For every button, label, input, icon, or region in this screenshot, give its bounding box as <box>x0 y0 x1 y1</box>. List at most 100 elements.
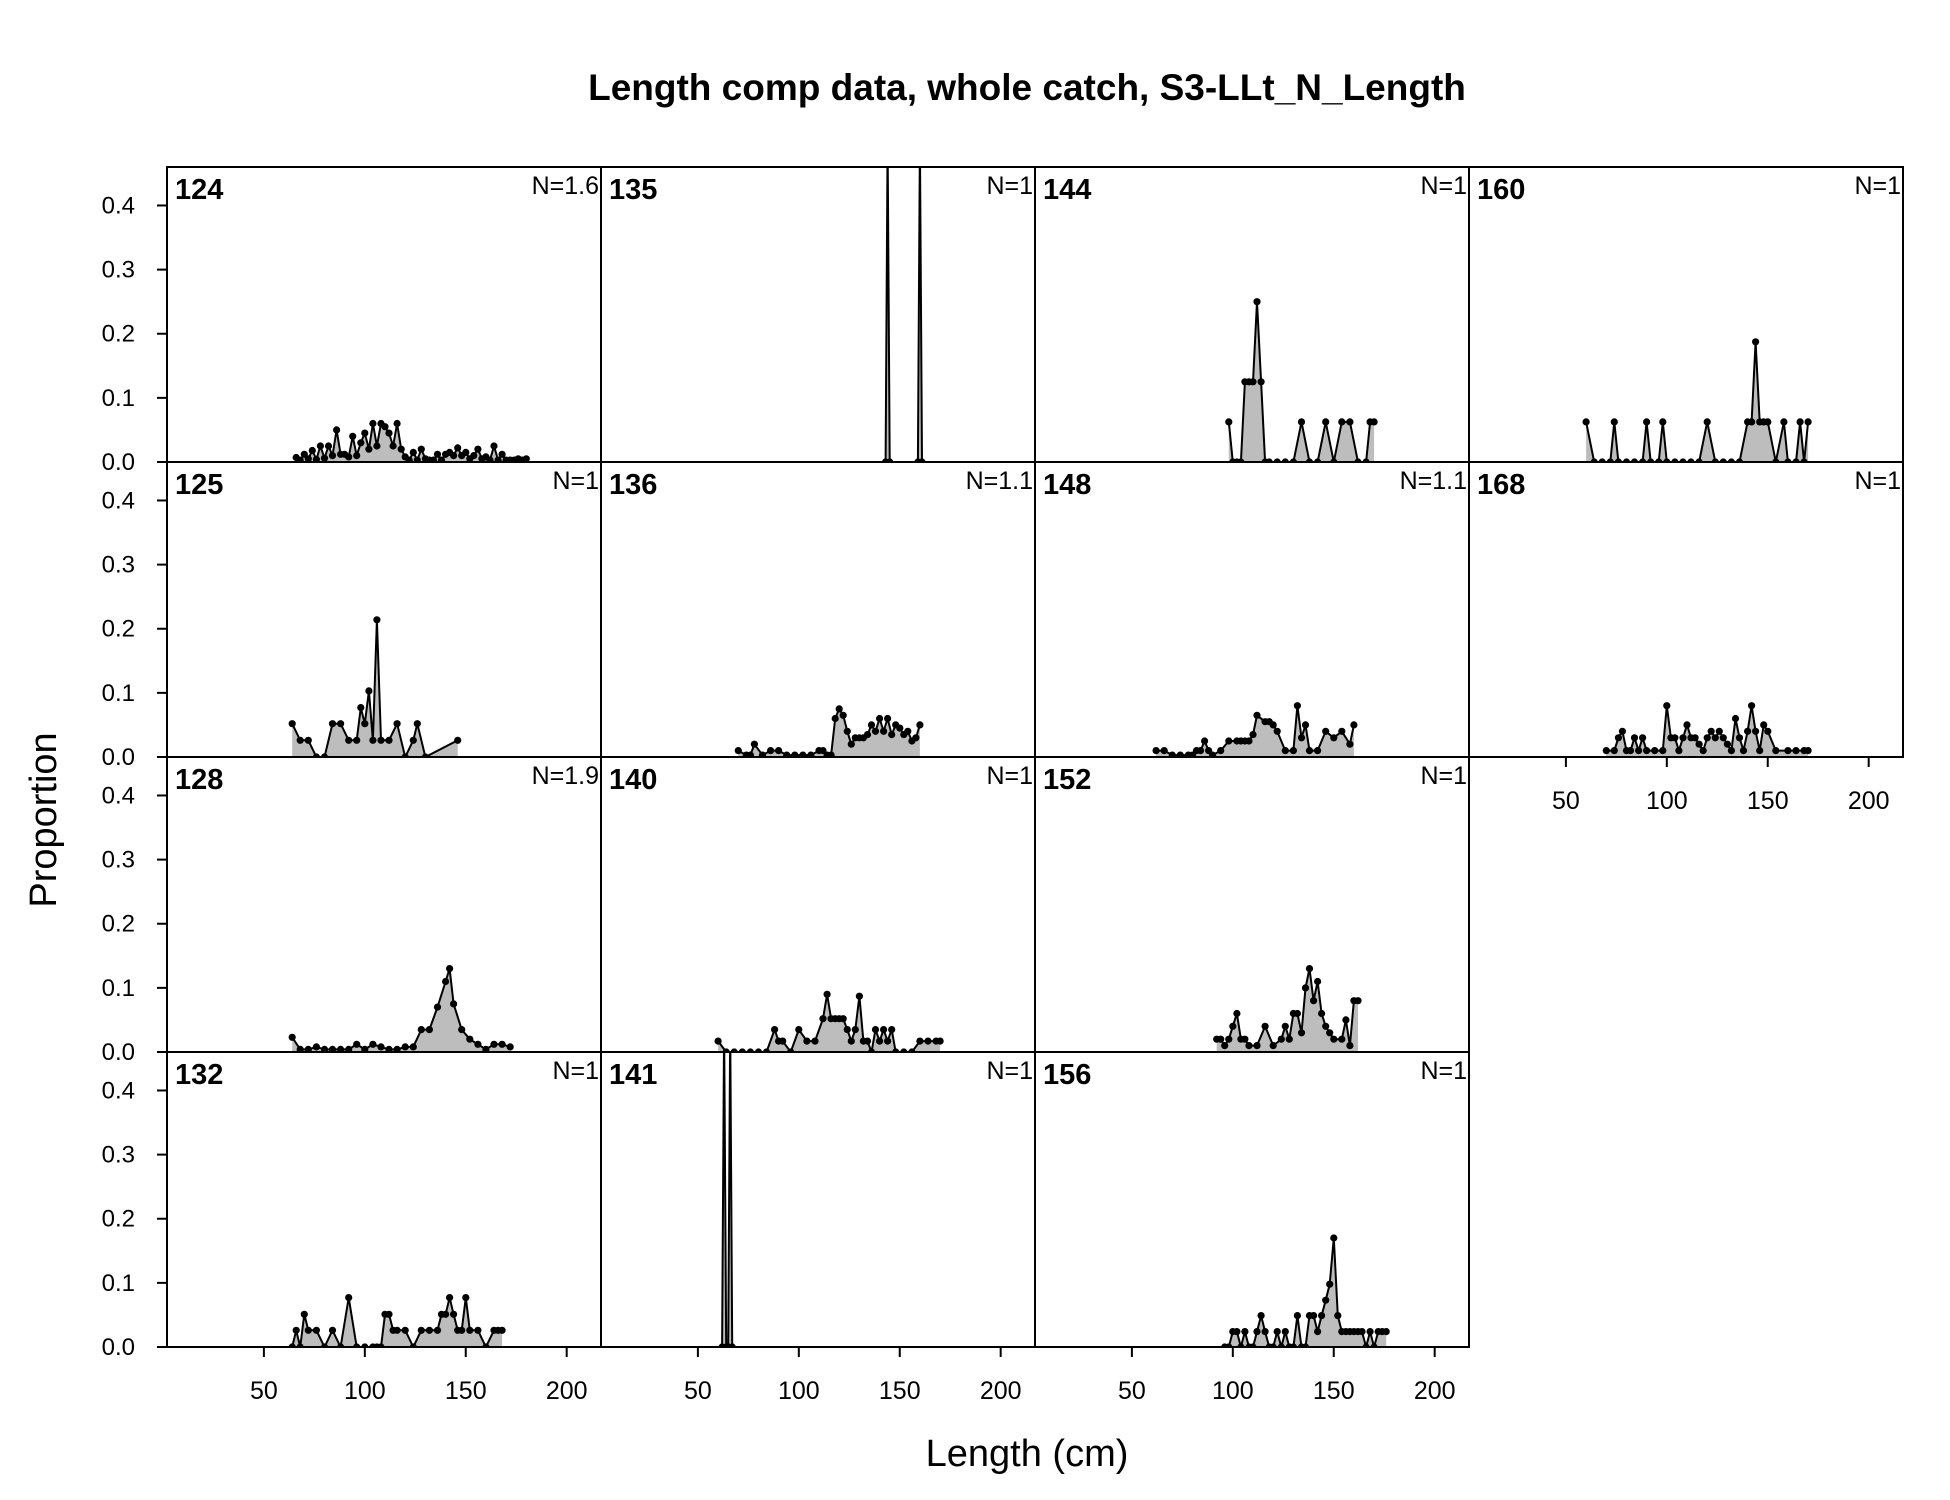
panel-140: 140 N=1 <box>600 756 1036 1053</box>
data-point <box>373 616 381 624</box>
data-point <box>758 751 767 757</box>
data-point <box>1273 727 1281 735</box>
data-point <box>385 1310 393 1318</box>
data-point <box>871 727 880 735</box>
y-tick-label: 0.1 <box>102 975 135 1002</box>
x-axis-141: 50 100 150 200 <box>684 1347 1022 1405</box>
data-point <box>827 751 835 757</box>
data-point <box>1382 1328 1390 1336</box>
data-point <box>876 1037 884 1045</box>
data-point <box>1249 378 1257 386</box>
comp-area <box>1586 341 1809 462</box>
data-point <box>1305 965 1314 973</box>
data-point <box>417 1026 425 1034</box>
y-tick-label: 0.2 <box>102 616 135 643</box>
data-point <box>1691 734 1699 742</box>
panel-frame <box>1034 1051 1470 1348</box>
data-point <box>1261 1022 1269 1030</box>
y-tick-label: 0.3 <box>102 257 135 284</box>
x-axis-168: 50 100 150 200 <box>1552 757 1890 815</box>
data-point <box>490 442 498 450</box>
panel-label: 141 <box>609 1059 657 1091</box>
data-point <box>884 1037 892 1045</box>
panel-135: 135 N=1 <box>600 166 1036 463</box>
x-axis-label: Length (cm) <box>926 1433 1129 1475</box>
panel-plot-area <box>1152 702 1358 757</box>
data-point <box>1261 1328 1269 1336</box>
data-point <box>1310 997 1318 1005</box>
panel-136: 136 N=1.1 <box>600 461 1036 758</box>
panel-frame <box>600 756 1036 1053</box>
panel-sample-size: N=1 <box>986 762 1033 790</box>
data-point <box>880 727 888 735</box>
x-axis-132: 50 100 150 200 <box>250 1347 588 1405</box>
data-point <box>320 1045 329 1052</box>
data-point <box>1245 737 1253 745</box>
data-point <box>401 1326 409 1334</box>
data-point <box>1281 1022 1289 1030</box>
data-point <box>494 456 502 462</box>
data-point <box>1610 418 1618 426</box>
data-point <box>1772 747 1780 755</box>
data-point <box>1281 1328 1289 1336</box>
panel-sample-size: N=1 <box>1420 1057 1467 1085</box>
data-point <box>863 1037 872 1045</box>
data-point <box>1618 727 1626 735</box>
data-point <box>425 1026 433 1034</box>
y-tick-label: 0.2 <box>102 911 135 938</box>
data-point <box>1297 1029 1306 1037</box>
data-point <box>1683 721 1691 729</box>
data-point <box>490 1040 498 1048</box>
data-point <box>1711 734 1719 742</box>
data-point <box>1269 721 1277 729</box>
data-point <box>433 1003 442 1011</box>
data-point <box>328 452 337 460</box>
panel-frame <box>1468 461 1904 758</box>
panel-160: 160 N=1 <box>1468 166 1904 463</box>
data-point <box>1249 731 1257 739</box>
data-point <box>1241 1328 1249 1336</box>
data-point <box>1346 1042 1354 1050</box>
data-point <box>1639 734 1647 742</box>
comp-area <box>292 1297 503 1347</box>
data-point <box>308 446 316 455</box>
data-point <box>1643 418 1651 426</box>
comp-area <box>296 423 527 462</box>
data-point <box>1804 747 1812 755</box>
data-point <box>1651 747 1659 755</box>
x-tick-label: 150 <box>1747 787 1789 815</box>
data-point <box>843 1026 851 1034</box>
data-point <box>1301 721 1310 729</box>
data-point <box>446 1294 454 1302</box>
data-point <box>1273 1328 1281 1336</box>
data-point <box>454 736 462 744</box>
y-tick-label: 0.1 <box>102 385 135 412</box>
data-point <box>1338 727 1346 735</box>
x-tick-label: 150 <box>879 1377 921 1405</box>
data-point <box>1602 747 1610 755</box>
data-point <box>1748 418 1756 426</box>
data-point <box>863 731 872 739</box>
data-point <box>462 1294 470 1302</box>
data-point <box>466 1035 474 1043</box>
data-point <box>393 1045 401 1052</box>
data-point <box>373 442 381 450</box>
data-point <box>795 1026 803 1034</box>
data-point <box>462 448 470 456</box>
panel-label: 136 <box>609 469 657 501</box>
data-point <box>1659 747 1667 755</box>
panel-152: 152 N=1 <box>1034 756 1470 1053</box>
data-point <box>385 1045 393 1052</box>
data-point <box>409 448 417 456</box>
data-point <box>888 731 896 739</box>
data-point <box>369 419 377 428</box>
data-point <box>1297 734 1306 742</box>
comp-line <box>884 167 923 462</box>
x-tick-label: 150 <box>1313 1377 1355 1405</box>
data-point <box>807 751 815 757</box>
data-point <box>1176 751 1184 757</box>
panel-label: 152 <box>1043 764 1091 796</box>
data-point <box>437 456 446 462</box>
data-point <box>316 442 324 450</box>
